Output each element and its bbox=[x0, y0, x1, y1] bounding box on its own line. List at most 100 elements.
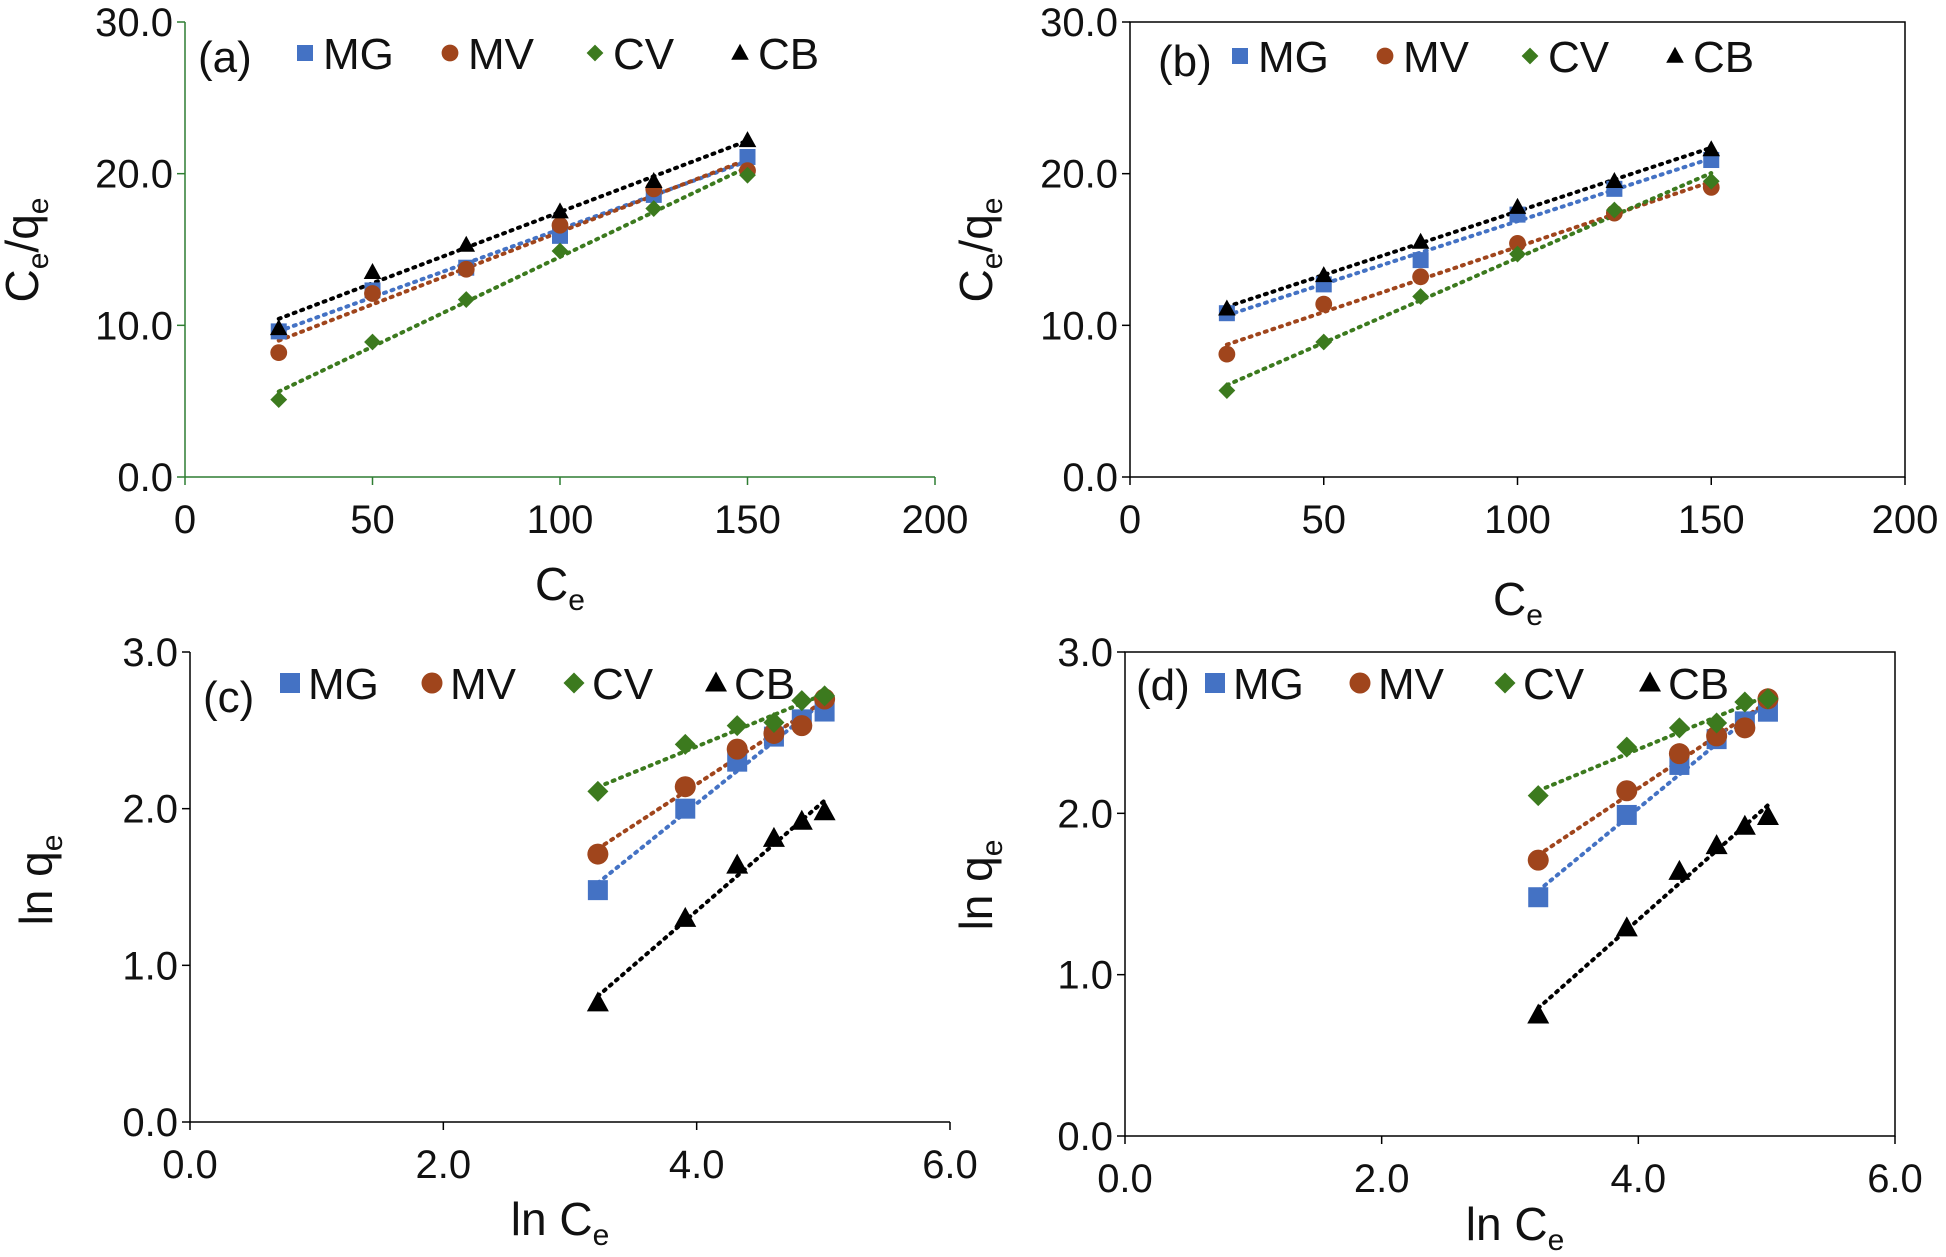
x-tick-label: 0 bbox=[174, 498, 196, 542]
series-cb bbox=[1527, 805, 1779, 1024]
x-tick-label: 200 bbox=[1872, 498, 1939, 542]
data-point-mv bbox=[1668, 743, 1690, 765]
legend-marker-cv bbox=[1521, 47, 1539, 65]
series-cb bbox=[1218, 140, 1721, 316]
trendline-mv bbox=[276, 157, 750, 343]
trendline-cv bbox=[1536, 693, 1770, 793]
data-point-cv bbox=[1315, 333, 1333, 351]
y-tick-label: 1.0 bbox=[1057, 954, 1113, 998]
data-point-cb bbox=[1527, 1003, 1550, 1024]
data-point-cv bbox=[551, 242, 569, 260]
panel-label: (c) bbox=[203, 673, 254, 722]
panel-label: (d) bbox=[1136, 661, 1190, 710]
data-point-cb bbox=[813, 800, 836, 821]
trendline-cv bbox=[595, 692, 827, 790]
y-axis-label: Ce/qe bbox=[0, 198, 55, 303]
legend-marker-cv bbox=[563, 672, 585, 694]
y-tick-label: 1.0 bbox=[122, 944, 178, 988]
trendline-mg bbox=[1536, 699, 1770, 893]
trendline-cb bbox=[1536, 803, 1770, 1011]
series-cb bbox=[586, 800, 836, 1012]
trendline-mg bbox=[595, 698, 827, 885]
x-tick-label: 150 bbox=[1678, 498, 1745, 542]
legend-marker-mg bbox=[280, 673, 300, 693]
legend-label-mv: MV bbox=[1403, 33, 1470, 82]
data-point-cb bbox=[269, 319, 288, 336]
x-tick-label: 0 bbox=[1119, 498, 1141, 542]
data-point-cb bbox=[1733, 814, 1756, 835]
y-tick-label: 20.0 bbox=[1040, 153, 1118, 197]
legend-marker-mv bbox=[421, 672, 443, 694]
data-point-mv bbox=[270, 344, 288, 362]
x-tick-label: 4.0 bbox=[669, 1143, 725, 1187]
data-point-cb bbox=[1702, 140, 1721, 157]
data-point-cv bbox=[587, 780, 609, 802]
legend-marker-mv bbox=[441, 44, 459, 62]
legend-label-mv: MV bbox=[468, 30, 535, 79]
legend-label-cb: CB bbox=[734, 660, 795, 709]
data-point-cb bbox=[674, 906, 697, 927]
x-axis-label: Ce bbox=[535, 558, 585, 617]
data-point-mv bbox=[1616, 780, 1638, 802]
x-tick-label: 6.0 bbox=[922, 1143, 978, 1187]
data-point-cb bbox=[1705, 834, 1728, 855]
data-point-cv bbox=[1702, 172, 1720, 190]
panel-label: (b) bbox=[1158, 37, 1212, 86]
legend-label-mg: MG bbox=[1233, 660, 1304, 709]
x-tick-label: 4.0 bbox=[1611, 1157, 1667, 1201]
x-axis-label: Ce bbox=[1493, 573, 1543, 632]
legend: MG MV CV CB bbox=[297, 30, 819, 79]
data-point-cv bbox=[645, 200, 663, 217]
y-tick-label: 30.0 bbox=[1040, 1, 1118, 45]
trendline-cb bbox=[595, 798, 827, 999]
data-point-mv bbox=[457, 260, 475, 278]
data-point-cv bbox=[1757, 688, 1779, 710]
y-tick-label: 0.0 bbox=[1057, 1115, 1113, 1159]
legend-label-mv: MV bbox=[1378, 660, 1445, 709]
data-point-cb bbox=[457, 235, 476, 252]
data-point-mv bbox=[726, 738, 748, 760]
data-point-mg bbox=[675, 798, 696, 819]
data-point-mv bbox=[364, 285, 381, 302]
legend-label-cv: CV bbox=[1523, 660, 1585, 709]
data-point-mg bbox=[587, 880, 608, 901]
data-point-mv bbox=[1218, 345, 1236, 363]
series-cv bbox=[1218, 172, 1720, 399]
data-point-cb bbox=[1615, 916, 1638, 937]
data-point-cv bbox=[739, 166, 756, 184]
trendline-cv bbox=[1224, 171, 1714, 388]
data-point-cv bbox=[674, 733, 696, 755]
series-cv bbox=[270, 166, 756, 409]
data-point-cb bbox=[1218, 299, 1236, 316]
legend-label-cv: CV bbox=[592, 660, 654, 709]
data-point-cv bbox=[1706, 712, 1728, 734]
data-point-mv bbox=[551, 216, 569, 234]
legend-label-cb: CB bbox=[758, 30, 819, 79]
data-point-mv bbox=[1315, 295, 1333, 313]
data-point-cb bbox=[762, 826, 785, 847]
data-point-cb bbox=[644, 172, 663, 189]
x-axis-label: ln Ce bbox=[1466, 1198, 1565, 1257]
data-point-cv bbox=[1734, 691, 1756, 713]
legend-marker-mv bbox=[1376, 47, 1394, 65]
y-tick-label: 10.0 bbox=[95, 304, 173, 348]
series-mv bbox=[1218, 178, 1720, 363]
series-cv bbox=[587, 685, 836, 802]
data-point-cv bbox=[814, 685, 836, 707]
legend-label-cv: CV bbox=[1548, 33, 1610, 82]
data-point-cb bbox=[1314, 266, 1333, 283]
legend: MG MV CV CB bbox=[1232, 33, 1754, 82]
legend-label-cv: CV bbox=[613, 30, 675, 79]
y-tick-label: 3.0 bbox=[122, 631, 178, 675]
x-tick-label: 0.0 bbox=[162, 1143, 218, 1187]
x-tick-label: 50 bbox=[1302, 498, 1347, 542]
data-point-cv bbox=[1668, 717, 1690, 739]
series-mv bbox=[270, 162, 756, 362]
x-tick-label: 2.0 bbox=[1354, 1157, 1410, 1201]
panel-label: (a) bbox=[198, 33, 252, 82]
